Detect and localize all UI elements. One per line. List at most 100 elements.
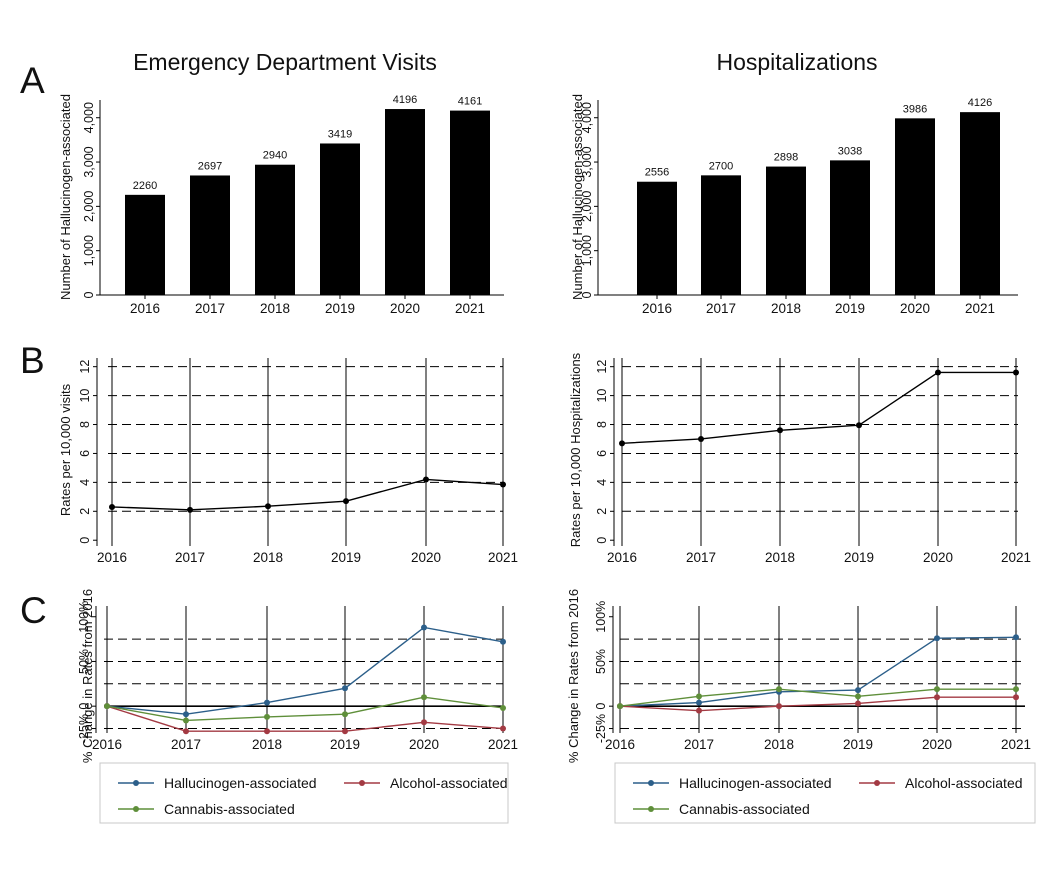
- x-tick-label: 2017: [195, 301, 225, 316]
- y-axis-title: Number of Hallucinogen-associated: [58, 94, 73, 300]
- series-point: [1013, 369, 1019, 376]
- series-point: [934, 635, 940, 642]
- x-tick-label: 2019: [844, 550, 874, 565]
- legend-label: Alcohol-associated: [390, 775, 508, 791]
- legend-label: Cannabis-associated: [679, 801, 810, 817]
- x-tick-label: 2016: [642, 301, 672, 316]
- y-tick-label: 100%: [594, 601, 608, 633]
- x-tick-label: 2020: [923, 550, 953, 565]
- legend-marker: [133, 806, 139, 812]
- series-point: [343, 498, 349, 505]
- panel-label-a: A: [20, 60, 45, 101]
- bar-data-label: 4126: [968, 97, 992, 109]
- series-point: [1013, 634, 1019, 641]
- series-point: [856, 422, 862, 429]
- series-point: [776, 703, 782, 710]
- y-tick-label: 8: [78, 421, 92, 428]
- x-tick-label: 2017: [684, 737, 714, 752]
- series-point: [855, 687, 861, 694]
- y-tick-label: 0: [580, 291, 594, 298]
- series-point: [183, 728, 189, 735]
- x-tick-label: 2018: [252, 737, 282, 752]
- x-tick-label: 2021: [965, 301, 995, 316]
- x-tick-label: 2019: [325, 301, 355, 316]
- y-axis-title: Rates per 10,000 Hospitalizations: [568, 352, 583, 547]
- y-tick-label: 0: [78, 537, 92, 544]
- legend-marker: [874, 780, 880, 786]
- series-point: [423, 476, 429, 483]
- series-line: [621, 371, 1016, 445]
- chart-b-ed-rates: 0 2 4 6 8 10 12 2016 2017 2018 2019 2020 2021 Rates p…: [58, 358, 518, 565]
- y-tick-label: 6: [78, 450, 92, 457]
- bar: [960, 112, 1000, 295]
- legend-marker: [359, 780, 365, 786]
- bar: [637, 181, 677, 295]
- bar-data-label: 2700: [709, 160, 733, 172]
- y-tick-label: 0: [77, 703, 91, 710]
- bar: [766, 166, 806, 295]
- series-point: [696, 693, 702, 700]
- title-ed: Emergency Department Visits: [133, 49, 437, 75]
- y-tick-label: 3,000: [82, 146, 96, 177]
- x-tick-label: 2017: [686, 550, 716, 565]
- y-tick-label: 2: [595, 508, 609, 515]
- x-tick-label: 2018: [771, 301, 801, 316]
- y-tick-label: 12: [78, 360, 92, 374]
- series-point: [421, 694, 427, 701]
- bar: [125, 194, 165, 295]
- bar: [830, 160, 870, 295]
- bar-data-label: 3986: [903, 103, 927, 115]
- bar: [320, 143, 360, 295]
- series-point: [935, 369, 941, 376]
- y-tick-label: 0: [595, 537, 609, 544]
- y-tick-label: -25%: [77, 714, 91, 743]
- x-tick-label: 2018: [260, 301, 290, 316]
- x-tick-label: 2020: [922, 737, 952, 752]
- series-line: [619, 636, 1017, 707]
- y-tick-label: 2,000: [580, 191, 594, 222]
- y-tick-label: -25%: [594, 714, 608, 743]
- bar: [450, 110, 490, 296]
- x-tick-label: 2020: [390, 301, 420, 316]
- series-point: [698, 435, 704, 442]
- x-tick-label: 2019: [843, 737, 873, 752]
- y-tick-label: 2: [78, 508, 92, 515]
- series-point: [619, 440, 625, 447]
- series-point: [104, 703, 110, 710]
- y-tick-label: 0: [82, 291, 96, 298]
- bar-data-label: 3038: [838, 145, 862, 157]
- panel-label-b: B: [20, 340, 45, 381]
- bar: [255, 164, 295, 295]
- y-axis-title: Rates per 10,000 visits: [58, 383, 73, 516]
- series-point: [109, 503, 115, 510]
- series-point: [342, 711, 348, 718]
- series-point: [776, 686, 782, 693]
- x-tick-label: 2017: [175, 550, 205, 565]
- y-axis-title: % Change in Rates from 2016: [80, 589, 95, 763]
- series-line: [619, 696, 1016, 712]
- series-line: [106, 705, 504, 732]
- y-axis-title: Number of Hallucinogen-associated: [570, 94, 585, 300]
- series-point: [500, 481, 506, 488]
- series-line: [106, 626, 504, 715]
- x-tick-label: 2019: [835, 301, 865, 316]
- series-point: [421, 624, 427, 631]
- panel-label-c: C: [20, 590, 47, 631]
- series-point: [696, 699, 702, 706]
- series-point: [1013, 686, 1019, 693]
- y-tick-label: 10: [595, 389, 609, 403]
- bar: [701, 175, 741, 295]
- y-tick-label: 2,000: [82, 191, 96, 222]
- legend-marker: [648, 806, 654, 812]
- y-tick-label: 10: [78, 389, 92, 403]
- bar-data-label: 2940: [263, 150, 287, 162]
- y-tick-label: 6: [595, 450, 609, 457]
- legend-label: Cannabis-associated: [164, 801, 295, 817]
- series-point: [187, 506, 193, 513]
- x-tick-label: 2020: [409, 737, 439, 752]
- legend: Hallucinogen-associated Alcohol-associate…: [99, 762, 509, 824]
- legend-box: [99, 762, 509, 824]
- chart-a-hospitalization-bars: 0 1,000 2,000 3,000 4,000 2556 2016 2700 2017 289…: [570, 94, 1018, 316]
